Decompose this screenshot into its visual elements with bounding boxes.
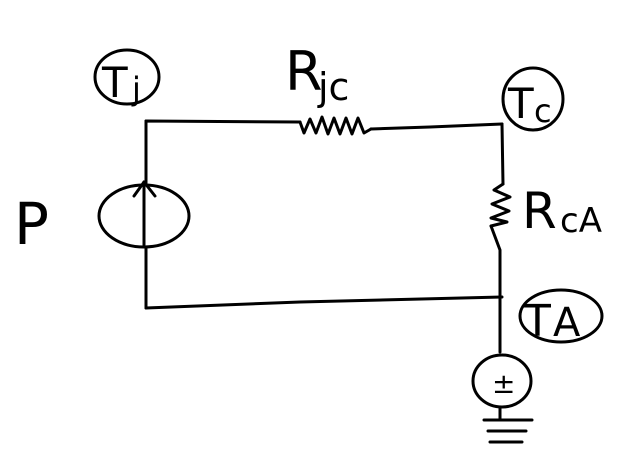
resistor-jc-label: R jc <box>285 40 349 109</box>
resistor-ca-main: R <box>522 182 557 240</box>
ambient-source-sign: ± <box>492 367 515 400</box>
resistor-jc-icon <box>298 115 373 136</box>
power-label: P <box>14 190 49 258</box>
circuit-wires <box>144 119 505 354</box>
resistor-jc-main: R <box>285 40 323 103</box>
resistor-ca-sub: cA <box>560 201 602 241</box>
junction-temp-main: T <box>101 58 128 107</box>
ambient-source-icon: ± <box>471 353 533 409</box>
resistor-ca-label: R cA <box>522 182 602 241</box>
resistor-jc-sub: jc <box>317 65 349 109</box>
ambient-temp-main: T <box>523 296 551 347</box>
ambient-temp-node: T A <box>518 288 604 347</box>
ambient-temp-sub: A <box>553 300 581 346</box>
power-source-icon <box>97 180 191 249</box>
case-temp-sub: c <box>534 92 552 130</box>
resistor-ca-icon <box>489 182 512 228</box>
case-temp-main: T <box>507 79 534 128</box>
ground-icon <box>482 405 534 444</box>
junction-temp-sub: j <box>131 70 141 108</box>
junction-temp-node: T j <box>93 48 161 108</box>
case-temp-node: T c <box>501 66 565 132</box>
